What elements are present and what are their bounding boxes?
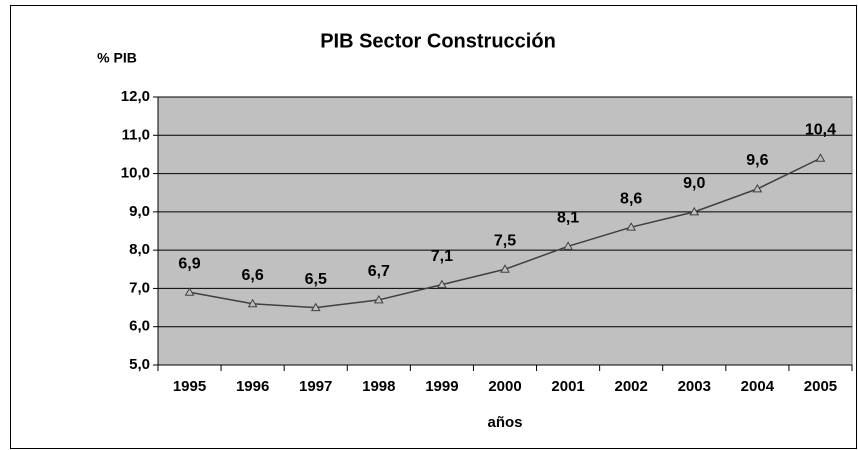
point-marker [752, 183, 763, 193]
x-tick-label: 2000 [488, 378, 521, 395]
x-tick-label: 2003 [678, 378, 711, 395]
y-tick-label: 7,0 [129, 279, 150, 296]
chart-title: PIB Sector Construcción [320, 30, 556, 52]
point-marker [563, 241, 573, 250]
point-marker [689, 206, 700, 216]
x-tick-label: 1998 [362, 378, 395, 395]
y-tick-label: 5,0 [129, 356, 150, 373]
point-marker [373, 294, 384, 304]
x-tick-label: 2002 [614, 378, 647, 395]
x-tick-label: 2005 [804, 378, 837, 395]
data-label: 6,9 [178, 255, 200, 272]
point-marker [815, 153, 826, 162]
x-tick-label: 2004 [741, 378, 775, 395]
point-marker [500, 264, 510, 273]
y-tick-label: 9,0 [129, 203, 150, 220]
point-marker [247, 298, 258, 308]
data-label: 6,6 [242, 267, 264, 284]
data-label: 7,5 [494, 233, 516, 250]
x-tick-label: 1995 [173, 378, 206, 395]
point-marker [626, 222, 637, 231]
data-label: 7,1 [431, 248, 453, 265]
x-tick-label: 1999 [425, 378, 458, 395]
data-label: 6,7 [368, 263, 390, 280]
x-axis-label: años [487, 414, 522, 431]
data-label: 10,4 [805, 121, 836, 138]
plot-area [157, 96, 853, 366]
y-tick-label: 8,0 [129, 241, 150, 258]
data-label: 9,0 [683, 175, 705, 192]
point-marker [437, 279, 447, 289]
y-tick-label: 10,0 [121, 165, 150, 182]
x-tick-label: 1997 [299, 378, 332, 395]
y-tick-label: 12,0 [121, 88, 150, 105]
data-label: 8,1 [557, 210, 579, 227]
x-tick-label: 2001 [551, 378, 584, 395]
y-axis-label: % PIB [97, 50, 137, 66]
point-marker [310, 302, 321, 312]
data-label: 9,6 [746, 152, 768, 169]
x-tick-label: 1996 [236, 378, 269, 395]
point-marker [184, 287, 195, 296]
y-tick-label: 6,0 [129, 318, 150, 335]
data-label: 6,5 [305, 271, 327, 288]
data-label: 8,6 [620, 190, 642, 207]
y-tick-label: 11,0 [122, 126, 150, 143]
